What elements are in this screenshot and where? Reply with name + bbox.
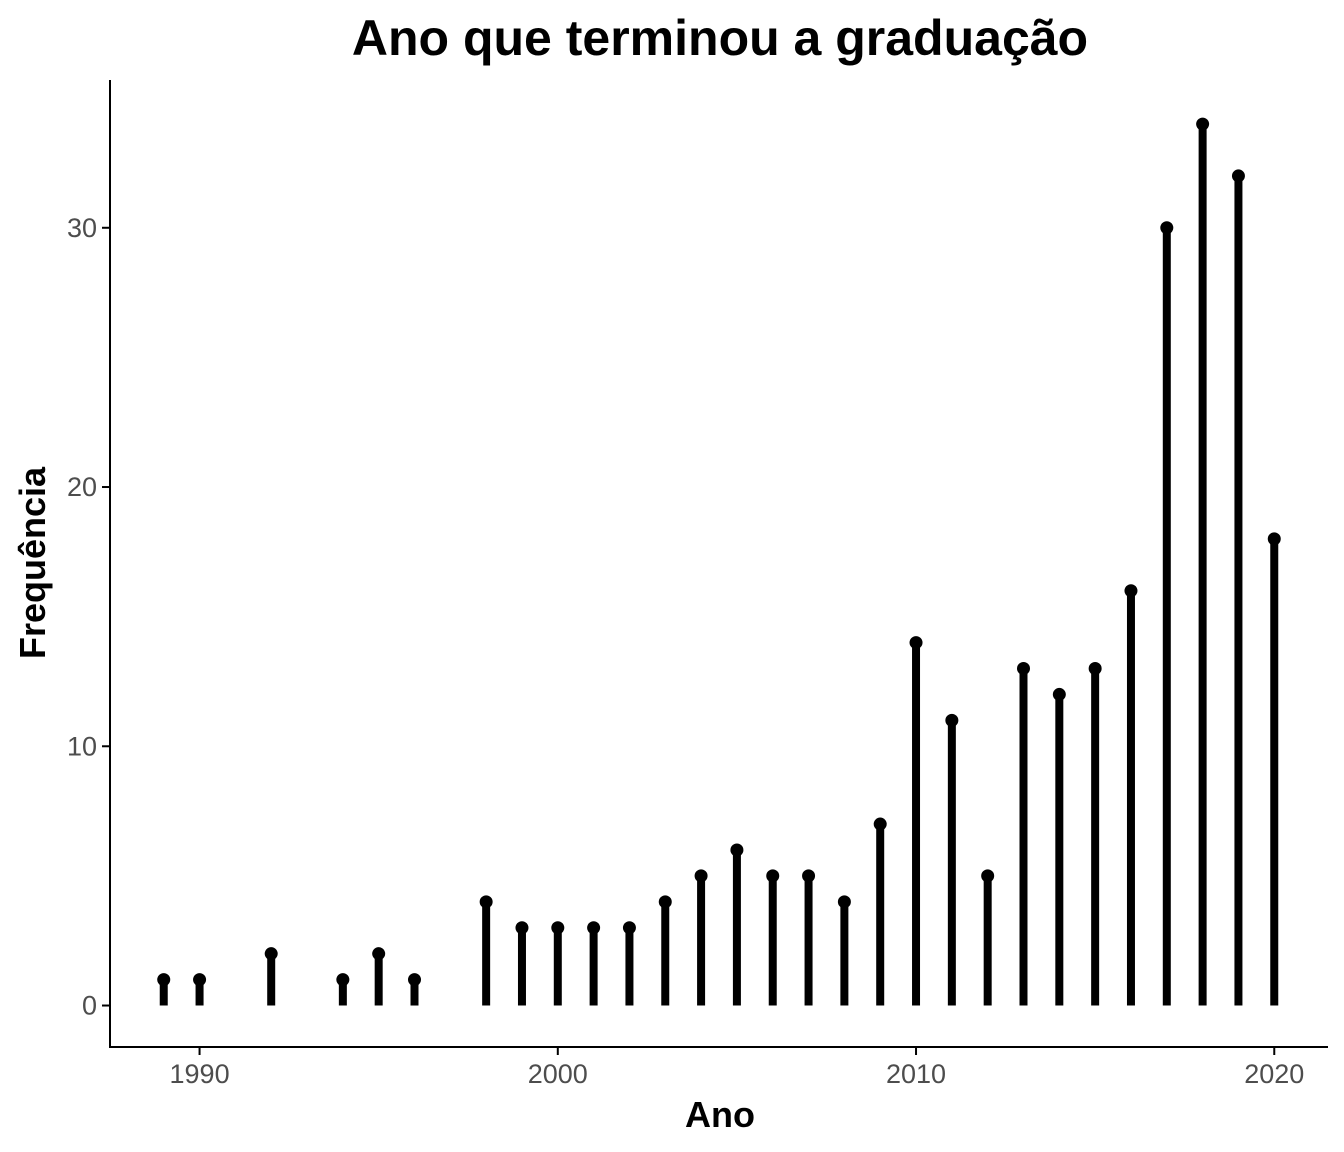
lollipop-point	[515, 921, 529, 935]
lollipop-point	[157, 973, 171, 987]
lollipop-point	[1088, 661, 1102, 675]
lollipop-point	[264, 947, 278, 961]
lollipop-point	[1196, 117, 1210, 131]
lollipop-point	[694, 869, 708, 883]
lollipop-point	[622, 921, 636, 935]
plot-area: 0 10 20 30 1990 2000 2010 2020	[67, 80, 1328, 1089]
lollipop-point	[587, 921, 601, 935]
lollipop-point	[336, 973, 350, 987]
lollipop-point	[1160, 221, 1174, 235]
lollipop-point	[730, 843, 744, 857]
lollipop-point	[909, 636, 923, 650]
lollipop-point	[372, 947, 386, 961]
x-tick-label: 2020	[1244, 1059, 1304, 1089]
x-tick-label: 1990	[170, 1059, 230, 1089]
x-axis-title: Ano	[685, 1094, 755, 1135]
lollipop-point	[1267, 532, 1281, 546]
lollipop-point	[1231, 169, 1245, 183]
lollipop-point	[945, 713, 959, 727]
lollipop-point	[479, 895, 493, 909]
lollipop-point	[1052, 687, 1066, 701]
lollipop-point	[837, 895, 851, 909]
lollipop-point	[408, 973, 421, 987]
y-tick-label: 30	[67, 213, 97, 243]
lollipop-point	[551, 921, 565, 935]
y-tick-label: 10	[67, 731, 97, 761]
y-tick-label: 0	[82, 991, 97, 1021]
lollipop-point	[193, 973, 207, 987]
chart-title: Ano que terminou a graduação	[352, 10, 1088, 66]
x-tick-label: 2000	[528, 1059, 588, 1089]
lollipop-point	[981, 869, 995, 883]
lollipop-point	[1124, 584, 1138, 598]
lollipop-point	[802, 869, 816, 883]
lollipop-point	[658, 895, 672, 909]
lollipop-point	[873, 817, 887, 831]
lollipop-point	[1017, 661, 1030, 675]
lollipop-point	[766, 869, 780, 883]
y-tick-label: 20	[67, 472, 97, 502]
x-tick-label: 2010	[886, 1059, 946, 1089]
y-axis-title: Frequência	[12, 466, 53, 659]
